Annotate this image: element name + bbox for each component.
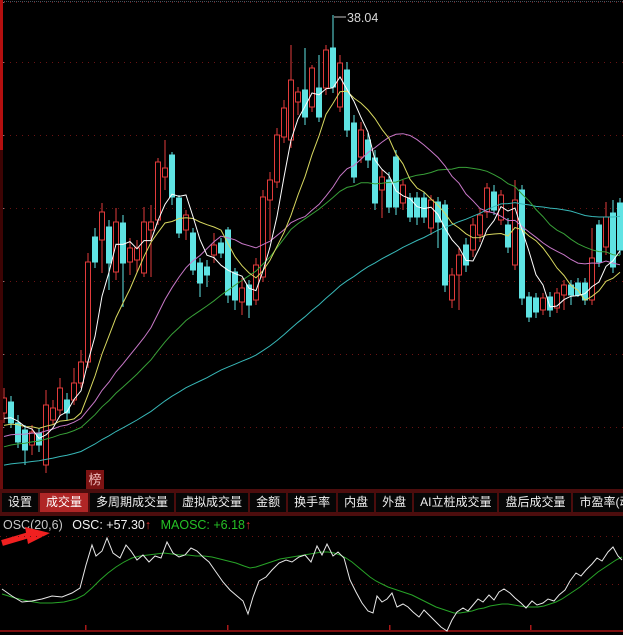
maosc-value: MAOSC: +6.18 [160,518,246,532]
maosc-line [1,551,623,614]
tab-volume[interactable]: 成交量 [40,493,89,512]
osc-value: OSC: +57.30 [72,518,145,532]
ma-lines-layer [3,76,621,466]
peak-price-label: 38.04 [334,11,378,25]
maosc-up-arrow-icon: ↑ [245,518,252,532]
svg-text:38.04: 38.04 [347,11,378,25]
indicator-tab-bar: 设置 成交量 多周期成交量 虚拟成交量 金额 换手率 内盘 外盘 AI立桩成交量 盘后成交量 市盈率… [0,489,623,516]
tab-virtual-volume[interactable]: 虚拟成交量 [176,493,249,512]
tab-ai-pillar-volume[interactable]: AI立桩成交量 [414,493,498,512]
left-border-strip [0,0,3,490]
top-grid-line [0,1,623,2]
oscillator-title: OSC(20,6) [3,518,63,532]
tab-after-hours-volume[interactable]: 盘后成交量 [499,493,572,512]
candles-layer [1,15,623,473]
candlestick-chart[interactable]: 38.04 [0,0,623,490]
ma30-line [3,166,621,448]
osc-line [1,536,623,632]
ma10-line [3,90,621,429]
tab-multi-period-volume[interactable]: 多周期成交量 [90,493,175,512]
tab-settings[interactable]: 设置 [2,493,39,512]
tab-turnover-rate[interactable]: 换手率 [288,493,337,512]
osc-axis-tick [85,625,87,630]
ma5-line [3,76,621,440]
ma60-line [3,202,621,466]
osc-up-arrow-icon: ↑ [144,518,152,532]
osc-axis-tick [530,625,532,630]
tab-amount[interactable]: 金额 [250,493,287,512]
tab-inner-disc[interactable]: 内盘 [338,493,375,512]
oscillator-header: OSC(20,6) OSC: +57.30↑ MAOSC: +6.18↑ [3,518,251,533]
osc-axis-tick [227,625,229,630]
tab-pe-ratio[interactable]: 市盈率(动 [573,493,623,512]
tab-outer-disc[interactable]: 外盘 [376,493,413,512]
ma20-line [3,133,621,437]
oscillator-chart[interactable] [0,536,623,635]
osc-axis-tick [389,625,391,630]
rank-badge[interactable]: 榜 [86,470,104,490]
osc-bottom-axis [0,630,623,632]
